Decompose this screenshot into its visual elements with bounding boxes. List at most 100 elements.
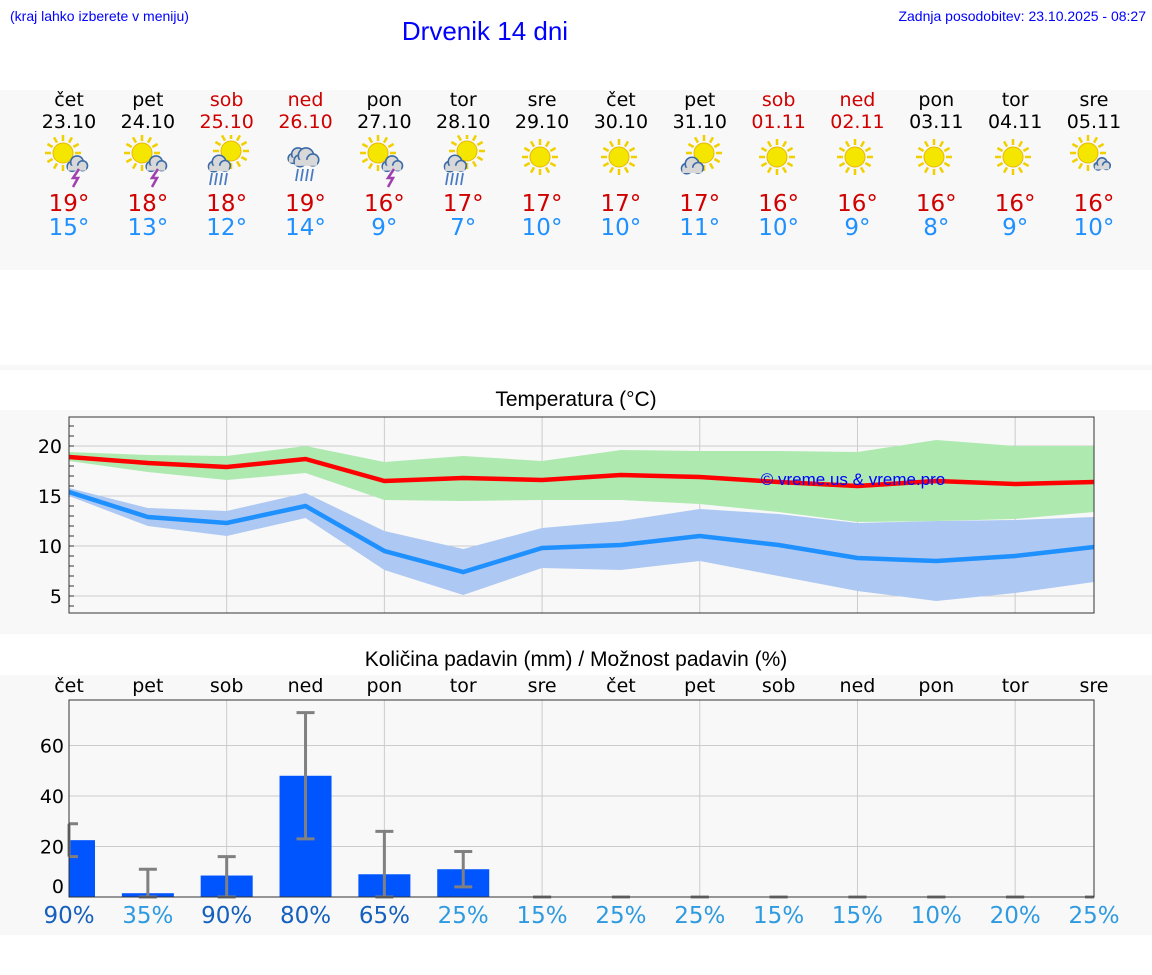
day-date: 28.10: [436, 111, 491, 133]
min-temp: 9°: [1002, 215, 1029, 241]
day-name: tor: [449, 89, 477, 111]
y-tick-label: 15: [38, 486, 62, 508]
day-name: pet: [132, 89, 164, 111]
sun-icon: [522, 139, 559, 175]
day-column: pet 24.10 18° 13°: [108, 89, 188, 241]
sun-cloud-icon: [680, 135, 722, 175]
precip-day-label: pon: [366, 675, 403, 697]
max-temp-line: [68, 454, 1095, 489]
sun-thunderstorm-icon: [45, 135, 89, 188]
precip-day-label: čet: [54, 675, 84, 697]
max-temp: 16°: [758, 191, 799, 217]
precip-probability: 80%: [279, 903, 332, 929]
min-temp: 7°: [450, 215, 477, 241]
min-temp: 10°: [1073, 215, 1115, 241]
min-temp: 10°: [600, 215, 642, 241]
day-date: 02.11: [830, 111, 885, 133]
y-tick-label: 60: [40, 735, 64, 757]
max-temp: 17°: [442, 191, 484, 217]
precip-probability: 25%: [437, 903, 489, 929]
day-column: pet 31.10 17° 11°: [660, 89, 740, 241]
precip-day-label: ned: [287, 675, 324, 697]
precip-day-label: sre: [527, 675, 557, 697]
precip-probability: 65%: [358, 903, 410, 929]
sun-rain-icon: [443, 135, 486, 186]
precip-probability: 15%: [753, 903, 805, 929]
y-tick-label: 5: [50, 586, 62, 608]
precip-probability: 25%: [595, 903, 647, 929]
day-date: 30.10: [593, 111, 649, 133]
max-temp: 17°: [679, 191, 721, 217]
precip-probability: 15%: [516, 903, 568, 929]
max-temp: 19°: [48, 191, 90, 217]
day-name: sob: [209, 89, 244, 111]
precip-day-label: pet: [684, 675, 716, 697]
day-column: pon 03.11 16° 8°: [896, 89, 976, 241]
sun-icon: [995, 139, 1032, 175]
precip-probability: 25%: [1068, 903, 1120, 929]
min-temp: 10°: [758, 215, 799, 241]
precip-day-label: sob: [209, 675, 244, 697]
min-temp: 14°: [285, 215, 326, 241]
day-name: sre: [1079, 89, 1109, 111]
max-temp: 18°: [206, 191, 248, 217]
min-temp: 9°: [844, 215, 871, 241]
y-tick-label: 40: [40, 786, 64, 808]
day-column: čet 30.10 17° 10°: [581, 89, 661, 241]
day-date: 29.10: [514, 111, 570, 133]
y-tick-label: 0: [52, 876, 64, 898]
precip-probability: 90%: [201, 903, 253, 929]
max-temp: 16°: [363, 191, 405, 217]
precip-day-label: tor: [1001, 675, 1029, 697]
precip-day-label: pet: [132, 675, 164, 697]
min-temp: 12°: [206, 215, 248, 241]
sun-icon: [600, 139, 637, 175]
day-column: sob 01.11 16° 10°: [739, 89, 819, 241]
sun-icon: [916, 139, 953, 175]
day-name: pon: [918, 89, 955, 111]
day-column: sre 05.11 16° 10°: [1054, 89, 1134, 241]
day-date: 03.11: [909, 111, 964, 133]
min-temp: 11°: [679, 215, 721, 241]
day-column: ned 02.11 16° 9°: [817, 89, 897, 241]
precip-day-label: pon: [918, 675, 955, 697]
watermark: © vreme.us & vreme.pro: [761, 470, 945, 489]
min-temp: 10°: [521, 215, 563, 241]
y-tick-label: 20: [40, 836, 64, 858]
sun-thunderstorm-icon: [123, 135, 168, 188]
y-tick-label: 10: [38, 536, 62, 558]
day-name: sre: [527, 89, 557, 111]
max-temp: 17°: [600, 191, 642, 217]
day-name: čet: [54, 89, 84, 111]
day-column: čet 23.10 19° 15°: [29, 89, 109, 241]
precipitation-chart-title: Količina padavin (mm) / Možnost padavin …: [364, 648, 788, 671]
day-name: pon: [366, 89, 403, 111]
min-temp: 13°: [127, 215, 169, 241]
precip-day-label: tor: [449, 675, 477, 697]
day-column: ned 26.10 19° 14°: [266, 89, 346, 241]
day-name: čet: [606, 89, 636, 111]
y-tick-label: 20: [38, 436, 62, 458]
day-date: 23.10: [41, 111, 97, 133]
max-temp: 17°: [521, 191, 563, 217]
max-temp: 19°: [285, 191, 326, 217]
temperature-chart-title: Temperatura (°C): [495, 388, 657, 411]
page-title: Drvenik 14 dni: [401, 16, 569, 46]
min-temp: 15°: [48, 215, 90, 241]
day-name: sob: [761, 89, 796, 111]
max-temp: 16°: [837, 191, 878, 217]
sun-rain-icon: [207, 135, 249, 186]
precip-probability: 90%: [43, 903, 95, 929]
cloud-rain-icon: [286, 147, 320, 182]
day-date: 27.10: [357, 111, 412, 133]
max-temp: 16°: [1073, 191, 1115, 217]
day-column: tor 04.11 16° 9°: [975, 89, 1055, 241]
precip-probability: 25%: [674, 903, 726, 929]
sun-icon: [837, 139, 874, 175]
day-column: sob 25.10 18° 12°: [187, 89, 267, 241]
day-date: 04.11: [987, 111, 1043, 133]
day-name: ned: [287, 89, 324, 111]
day-date: 26.10: [278, 111, 333, 133]
precip-probability: 15%: [831, 903, 884, 929]
precip-bar: [69, 840, 95, 897]
